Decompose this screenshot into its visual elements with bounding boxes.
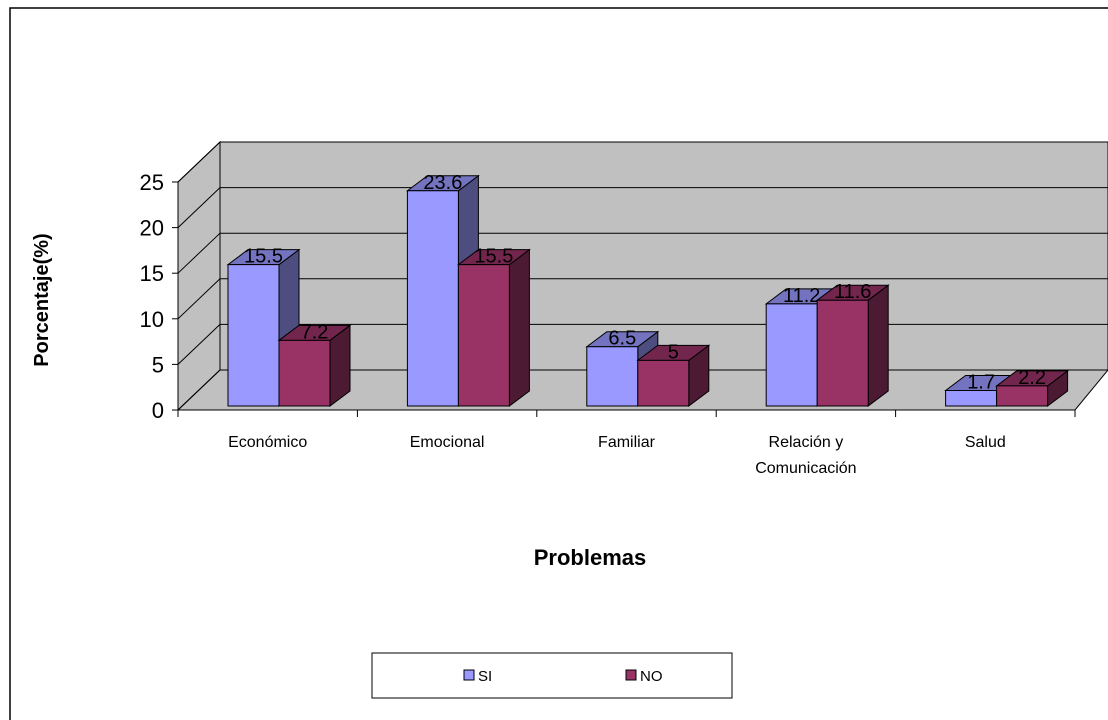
bar [456, 248, 531, 407]
legend-label: SI [478, 668, 492, 685]
bar-side [508, 248, 530, 407]
data-label: 5 [668, 341, 679, 363]
bar-front [816, 299, 869, 407]
data-label: 23.6 [423, 172, 462, 194]
bar-front [637, 359, 690, 407]
y-tick-label: 20 [140, 216, 164, 241]
data-label: 15.5 [244, 246, 283, 268]
data-label: 11.6 [834, 281, 871, 303]
bar [815, 284, 890, 407]
x-tick-label: Familiar [598, 434, 655, 451]
bar-front [457, 264, 510, 407]
frame [9, 7, 1108, 720]
grid-line [177, 232, 1108, 274]
x-tick-label: Relación y Comunicación [755, 434, 857, 477]
grid-line [177, 187, 1108, 228]
legend-swatch [625, 669, 637, 681]
data-label: 2.2 [1018, 367, 1046, 389]
bar-front [406, 190, 459, 407]
x-axis-title: Problemas [534, 545, 647, 570]
x-tick-label: Salud [964, 434, 1006, 451]
bar-front [227, 264, 280, 407]
y-tick-label: 25 [140, 170, 164, 195]
y-tick-label: 10 [140, 307, 164, 332]
legend-box [371, 652, 733, 699]
bar-side [867, 284, 889, 407]
data-label: 1.7 [967, 371, 995, 393]
y-tick-label: 0 [152, 398, 164, 423]
x-tick-label: Económico [228, 434, 308, 451]
bar-front [278, 339, 331, 407]
legend-label: NO [640, 668, 663, 685]
data-label: 6.5 [608, 328, 636, 350]
bar-front [996, 385, 1049, 407]
y-tick-label: 15 [140, 261, 164, 286]
data-label: 15.5 [474, 246, 513, 268]
x-tick-label: Emocional [409, 434, 485, 451]
data-label: 7.2 [301, 321, 329, 343]
bar [636, 344, 711, 407]
y-tick-label: 5 [152, 352, 164, 377]
grid-line [177, 141, 1108, 183]
legend-swatch [463, 669, 475, 681]
y-axis-title: Porcentaje(%) [31, 233, 53, 366]
bar [995, 369, 1070, 407]
bar [277, 324, 352, 407]
bar-front [586, 346, 639, 407]
grid-line [177, 278, 1108, 320]
bar-front [765, 303, 818, 407]
back-wall [219, 141, 1108, 371]
side-wall [177, 140, 221, 412]
data-label: 11.2 [783, 285, 820, 307]
